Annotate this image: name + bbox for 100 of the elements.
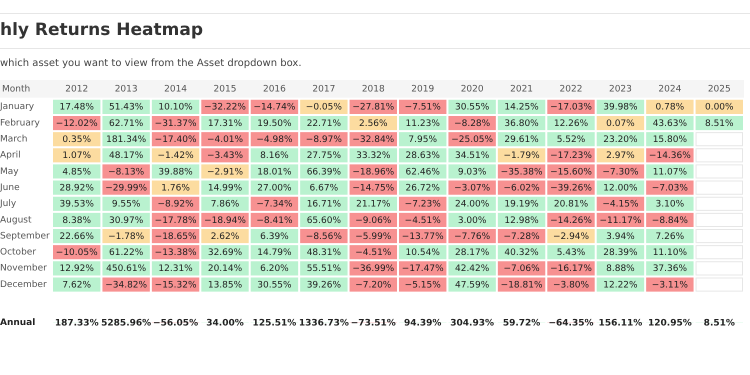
data-label: 10.10% xyxy=(158,102,194,113)
data-label: −15.60% xyxy=(550,167,592,178)
data-label: 9.55% xyxy=(112,200,141,210)
data-label: −8.56% xyxy=(306,232,342,242)
data-label: 27.75% xyxy=(306,151,342,162)
x-tick-label: 2018 xyxy=(362,84,386,95)
data-label: 8.16% xyxy=(260,151,290,162)
y-tick-label: May xyxy=(0,166,20,177)
data-label: 28.17% xyxy=(454,248,490,258)
y-tick-label: October xyxy=(0,248,36,258)
data-label: 39.53% xyxy=(60,200,94,210)
data-label: −14.75% xyxy=(352,183,395,194)
data-label: −17.40% xyxy=(154,135,197,146)
x-tick-label: 2021 xyxy=(510,84,534,95)
data-label: 9.03% xyxy=(458,167,487,178)
data-label: −17.03% xyxy=(550,102,592,113)
data-label: 28.63% xyxy=(406,151,440,162)
data-label: −11.17% xyxy=(600,216,642,226)
data-label: 30.55% xyxy=(257,280,292,290)
data-label: 40.32% xyxy=(504,248,540,258)
data-label: −3.07% xyxy=(454,183,491,194)
data-label: 7.86% xyxy=(210,200,240,210)
data-label: 30.97% xyxy=(108,216,144,226)
data-label: −18.65% xyxy=(154,232,197,242)
data-label: 34.51% xyxy=(454,151,490,162)
data-label: −8.92% xyxy=(158,200,194,210)
data-label: 181.34% xyxy=(106,135,147,146)
data-label: 94.39% xyxy=(404,318,442,328)
data-label: −7.28% xyxy=(504,232,540,242)
data-label: 47.59% xyxy=(454,280,490,290)
data-label: 5.52% xyxy=(556,135,586,146)
x-tick-label: 2023 xyxy=(608,84,632,95)
data-label: 5.43% xyxy=(556,248,586,258)
data-label: −56.05% xyxy=(153,318,198,328)
data-label: 22.66% xyxy=(60,232,94,242)
data-label: −1.78% xyxy=(108,232,145,242)
x-tick-label: 2014 xyxy=(164,84,188,95)
data-label: −18.96% xyxy=(352,167,395,178)
data-label: 39.98% xyxy=(603,102,638,113)
data-label: −25.05% xyxy=(451,135,494,146)
data-label: −4.01% xyxy=(206,135,244,146)
x-tick-label: 2024 xyxy=(658,84,682,95)
data-label: −17.23% xyxy=(550,151,592,162)
data-label: 42.42% xyxy=(454,264,490,274)
data-label: −12.02% xyxy=(56,118,98,129)
data-label: 17.48% xyxy=(60,102,94,113)
data-label: 26.72% xyxy=(406,183,440,194)
data-label: 21.17% xyxy=(356,200,391,210)
data-label: −14.74% xyxy=(254,102,296,113)
data-label: 55.51% xyxy=(306,264,342,274)
data-label: 27.00% xyxy=(257,183,292,194)
data-label: 156.11% xyxy=(598,318,642,328)
data-label: 39.88% xyxy=(158,167,194,178)
data-label: −1.42% xyxy=(158,151,194,162)
data-label: 12.00% xyxy=(603,183,638,194)
x-tick-label: 2025 xyxy=(708,84,731,95)
y-axis-title: Month xyxy=(2,84,30,95)
data-label: −17.47% xyxy=(402,264,444,274)
data-label: −8.41% xyxy=(256,216,293,226)
data-label: 450.61% xyxy=(106,264,147,274)
y-tick-label: March xyxy=(0,134,28,145)
y-tick-label: August xyxy=(0,215,32,226)
data-label: −7.23% xyxy=(404,200,442,210)
data-label: 29.61% xyxy=(504,135,540,146)
data-label: 8.38% xyxy=(62,216,92,226)
data-label: −14.26% xyxy=(550,216,592,226)
x-tick-label: 2020 xyxy=(460,84,484,95)
data-label: 43.63% xyxy=(652,118,688,129)
data-label: −17.78% xyxy=(154,216,197,226)
data-label: 8.51% xyxy=(704,318,735,328)
data-label: −1.79% xyxy=(504,151,540,162)
data-label: 22.71% xyxy=(306,118,342,129)
data-label: 2.97% xyxy=(606,151,636,162)
data-label: −18.81% xyxy=(500,280,543,290)
data-label: 28.92% xyxy=(60,183,94,194)
data-label: 14.79% xyxy=(257,248,292,258)
data-label: 12.92% xyxy=(60,264,94,274)
data-label: 3.94% xyxy=(606,232,636,242)
data-label: −29.99% xyxy=(105,183,148,194)
data-label: −7.03% xyxy=(652,183,688,194)
data-label: 48.17% xyxy=(108,151,144,162)
data-label: 65.60% xyxy=(306,216,342,226)
data-label: −64.35% xyxy=(548,318,594,328)
data-label: 3.00% xyxy=(458,216,487,226)
x-tick-label: 2016 xyxy=(262,84,286,95)
data-label: 8.88% xyxy=(606,264,636,274)
data-label: −18.94% xyxy=(204,216,246,226)
data-label: 13.85% xyxy=(208,280,243,290)
data-label: 48.31% xyxy=(306,248,342,258)
data-label: 11.07% xyxy=(652,167,688,178)
chart-title: hly Returns Heatmap xyxy=(0,20,204,40)
data-label: −2.94% xyxy=(552,232,590,242)
data-label: 125.51% xyxy=(252,318,296,328)
data-label: 12.22% xyxy=(603,280,638,290)
y-tick-label: December xyxy=(0,280,47,290)
data-label: −27.81% xyxy=(352,102,395,113)
data-label: −8.97% xyxy=(306,135,342,146)
data-label: 39.26% xyxy=(306,280,342,290)
x-tick-label: 2019 xyxy=(411,84,434,95)
data-label: 20.14% xyxy=(208,264,243,274)
